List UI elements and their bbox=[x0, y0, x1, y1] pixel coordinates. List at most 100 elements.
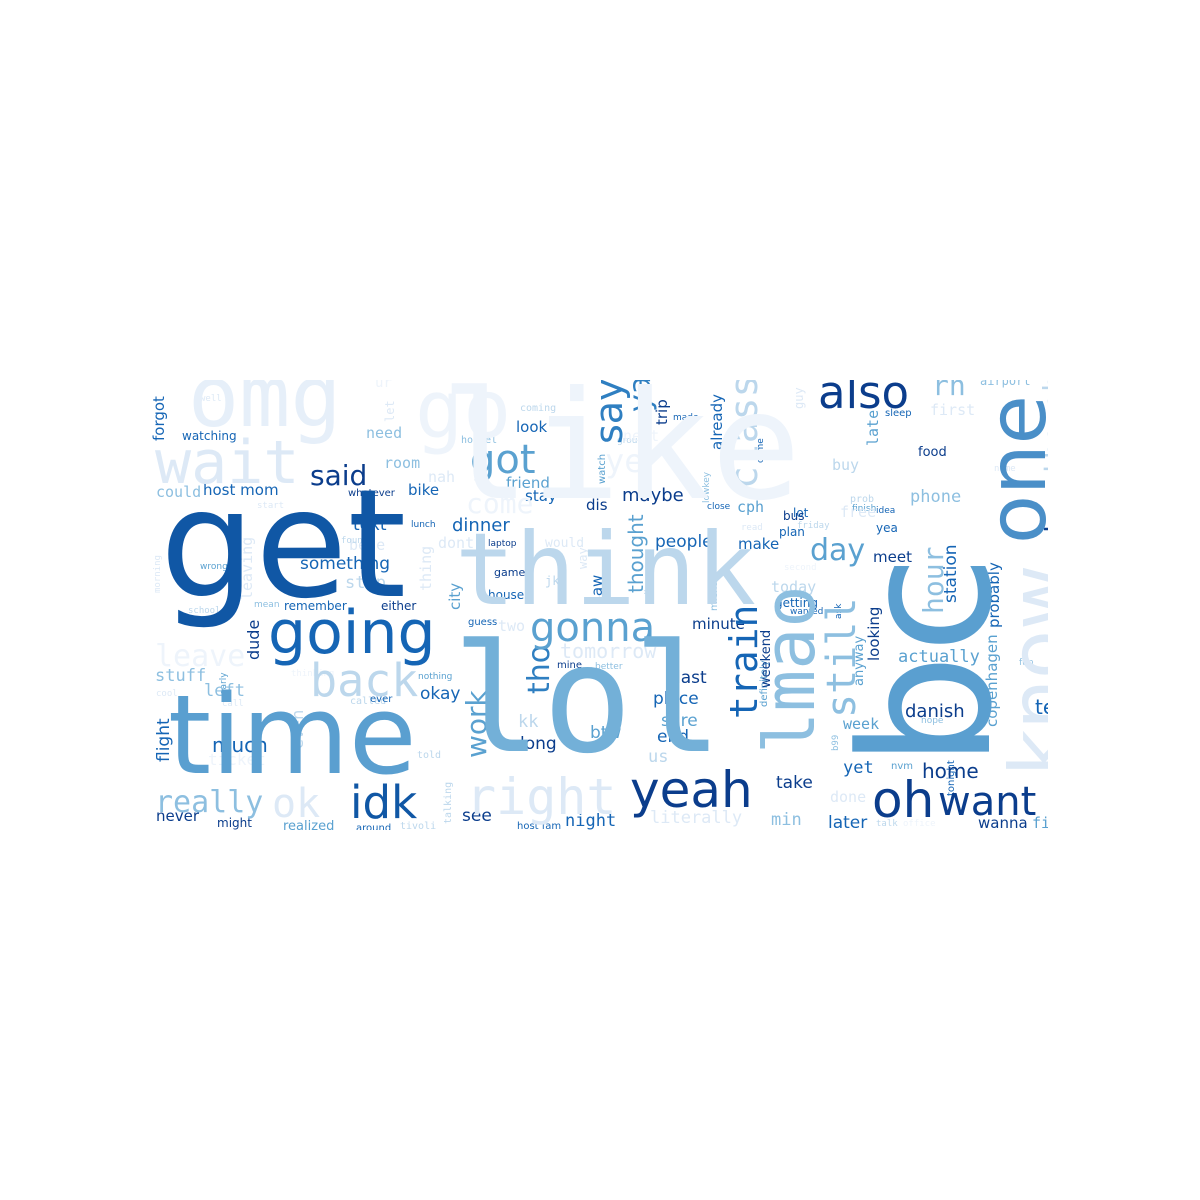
cloud-word: mean bbox=[254, 600, 280, 610]
cloud-word: mine bbox=[557, 660, 583, 671]
cloud-word: leave bbox=[155, 639, 246, 674]
cloud-word: going bbox=[268, 598, 436, 668]
cloud-word: bc bbox=[823, 554, 1032, 768]
cloud-word: realized bbox=[283, 819, 335, 830]
cloud-word: actually bbox=[898, 647, 980, 667]
cloud-word: bus bbox=[783, 509, 805, 523]
cloud-word: yea bbox=[876, 521, 898, 535]
cloud-word: ye bbox=[605, 442, 644, 480]
cloud-word: either bbox=[381, 599, 417, 613]
cloud-word: need bbox=[366, 424, 403, 442]
cloud-word: danish bbox=[905, 701, 965, 722]
cloud-word: home bbox=[922, 759, 979, 783]
cloud-word: free bbox=[840, 503, 877, 521]
cloud-word: think bbox=[455, 511, 757, 628]
cloud-word: together bbox=[910, 672, 954, 682]
cloud-word: go bbox=[415, 380, 512, 456]
cloud-word: last bbox=[676, 668, 707, 688]
cloud-word: look bbox=[516, 418, 548, 436]
cloud-word: host fam bbox=[517, 821, 562, 831]
cloud-word: wrong bbox=[200, 562, 228, 572]
cloud-word: game bbox=[494, 566, 526, 579]
cloud-word: meet bbox=[873, 548, 912, 566]
cloud-word: maybe bbox=[622, 485, 684, 506]
cloud-word: plan bbox=[779, 525, 805, 539]
cloud-word: btw bbox=[590, 723, 622, 743]
cloud-word: close bbox=[707, 502, 731, 512]
cloud-word: fun bbox=[1019, 658, 1034, 668]
cloud-word: want bbox=[938, 779, 1037, 825]
cloud-word: like bbox=[440, 380, 802, 534]
cloud-word: found bbox=[341, 536, 369, 546]
cloud-word: host mom bbox=[203, 481, 279, 499]
cloud-word: wanted bbox=[790, 607, 824, 617]
cloud-word: finish bbox=[852, 504, 877, 514]
cloud-word: well bbox=[200, 394, 222, 404]
cloud-word: thing bbox=[417, 545, 435, 591]
cloud-word: whatever bbox=[348, 488, 395, 499]
cloud-word: called bbox=[350, 696, 387, 707]
cloud-word: tell bbox=[1035, 695, 1048, 719]
cloud-word: stay bbox=[525, 487, 557, 505]
cloud-word: yet bbox=[843, 758, 874, 778]
cloud-word: place bbox=[653, 689, 699, 709]
cloud-word: room bbox=[384, 454, 421, 472]
cloud-word: kk bbox=[518, 712, 539, 732]
cloud-word: also bbox=[818, 380, 910, 419]
cloud-word: yeah bbox=[630, 761, 753, 819]
cloud-word: prob bbox=[850, 494, 875, 505]
cloud-word: talking bbox=[443, 781, 454, 824]
cloud-word: dinner bbox=[452, 515, 510, 536]
cloud-word: friday bbox=[797, 521, 830, 531]
cloud-word: something bbox=[300, 554, 391, 574]
cloud-word: nvm bbox=[891, 761, 913, 772]
cloud-word: nothing bbox=[418, 672, 453, 682]
cloud-word: make bbox=[738, 535, 780, 553]
cloud-word: two bbox=[498, 617, 526, 635]
cloud-word: bene bbox=[349, 536, 386, 554]
cloud-word: okay bbox=[420, 684, 461, 704]
cloud-word: food bbox=[918, 445, 947, 460]
cloud-word: idk bbox=[350, 776, 418, 829]
cloud-word: end bbox=[657, 727, 690, 747]
cloud-word: cool bbox=[156, 689, 178, 699]
cloud-word: sure bbox=[661, 711, 698, 731]
cloud-word: told bbox=[417, 750, 442, 761]
cloud-word: sleep bbox=[885, 408, 912, 419]
cloud-word: remember bbox=[284, 599, 347, 613]
cloud-word: right bbox=[466, 768, 617, 826]
cloud-word: ticket bbox=[208, 750, 266, 769]
cloud-word: bike bbox=[408, 481, 440, 499]
cloud-word: ever bbox=[370, 694, 393, 705]
cloud-word: one bbox=[971, 395, 1048, 544]
cloud-word: later bbox=[828, 813, 868, 831]
cloud-word: week bbox=[843, 715, 880, 733]
cloud-word: never bbox=[156, 807, 200, 825]
cloud-word: night bbox=[565, 811, 617, 830]
cloud-word: nope bbox=[921, 716, 944, 726]
cloud-word: tomorrow bbox=[560, 639, 657, 663]
cloud-word: wait bbox=[155, 428, 300, 498]
cloud-word: cph bbox=[737, 498, 765, 516]
cloud-word: find bbox=[1032, 814, 1048, 831]
cloud-word: done bbox=[830, 788, 867, 806]
cloud-word: people bbox=[655, 532, 713, 552]
cloud-word: come bbox=[466, 487, 534, 520]
cloud-word: dis bbox=[586, 496, 608, 514]
cloud-word: get bbox=[160, 458, 407, 632]
cloud-word: buy bbox=[832, 456, 860, 474]
cloud-word: friend bbox=[506, 474, 550, 492]
cloud-word: airport bbox=[980, 380, 1031, 388]
cloud-word: first bbox=[930, 401, 976, 419]
cloud-word: back bbox=[310, 654, 419, 707]
cloud-word: lunch bbox=[411, 520, 436, 530]
cloud-word: laptop bbox=[488, 539, 517, 549]
cloud-word: lmao bbox=[749, 585, 831, 754]
cloud-word: us bbox=[648, 747, 669, 767]
cloud-word: second bbox=[784, 563, 817, 573]
word-cloud: like get lol time bc think one omg go wait lmao kno… bbox=[152, 380, 1048, 830]
cloud-word: guess bbox=[468, 617, 498, 628]
cloud-word: stop bbox=[345, 573, 386, 593]
cloud-word: dont bbox=[438, 534, 475, 552]
cloud-word: better bbox=[595, 662, 623, 672]
